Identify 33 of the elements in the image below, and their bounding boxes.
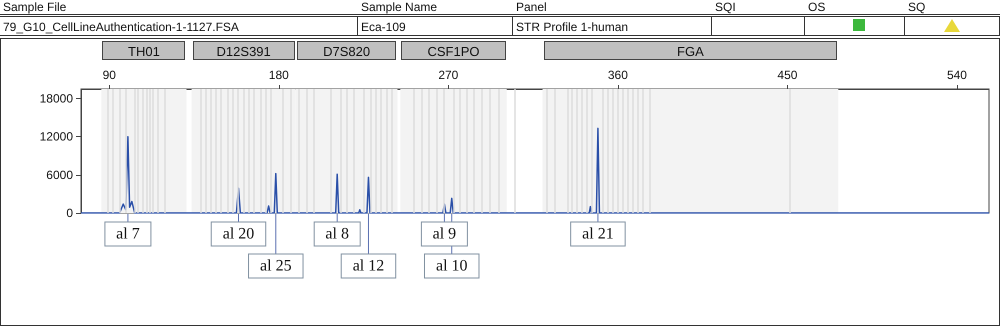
text: Sample Name xyxy=(358,0,513,15)
text: Panel xyxy=(513,0,712,15)
text: Sample File xyxy=(0,0,358,15)
x-tick-label: 360 xyxy=(608,68,628,82)
text: OS xyxy=(805,0,905,15)
y-tick-label: 6000 xyxy=(46,168,74,182)
y-tick-label: 18000 xyxy=(40,92,74,106)
y-tick-label: 0 xyxy=(66,206,74,220)
label-box: D12S391 xyxy=(192,41,295,60)
annotation: al 9 xyxy=(432,226,456,242)
annotation: al 12 xyxy=(352,258,384,274)
x-tick-label: 270 xyxy=(438,68,459,82)
annotation: al 21 xyxy=(582,226,614,242)
text: Eca-109 xyxy=(358,16,513,36)
label-box: FGA xyxy=(544,41,838,60)
x-tick-label: 450 xyxy=(777,68,798,82)
y-tick-label: 12000 xyxy=(40,130,74,144)
text: SQ xyxy=(905,0,1000,15)
label-box: CSF1PO xyxy=(401,41,506,60)
text: SQI xyxy=(712,0,805,15)
annotation: al 20 xyxy=(222,226,254,242)
annotation: al 8 xyxy=(325,226,349,242)
line-series xyxy=(80,128,990,214)
x-tick-label: 540 xyxy=(946,68,968,82)
annotation: al 7 xyxy=(116,226,140,242)
x-tick-label: 180 xyxy=(268,68,290,82)
annotation: al 10 xyxy=(436,258,468,274)
annotation: al 25 xyxy=(260,258,292,274)
text: 79_G10_CellLineAuthentication-1-1127.FSA xyxy=(0,16,358,36)
x-tick-label: 90 xyxy=(102,68,116,82)
label-box: D7S820 xyxy=(296,41,396,60)
text: STR Profile 1-human xyxy=(513,16,712,36)
label-box: TH01 xyxy=(102,41,186,60)
